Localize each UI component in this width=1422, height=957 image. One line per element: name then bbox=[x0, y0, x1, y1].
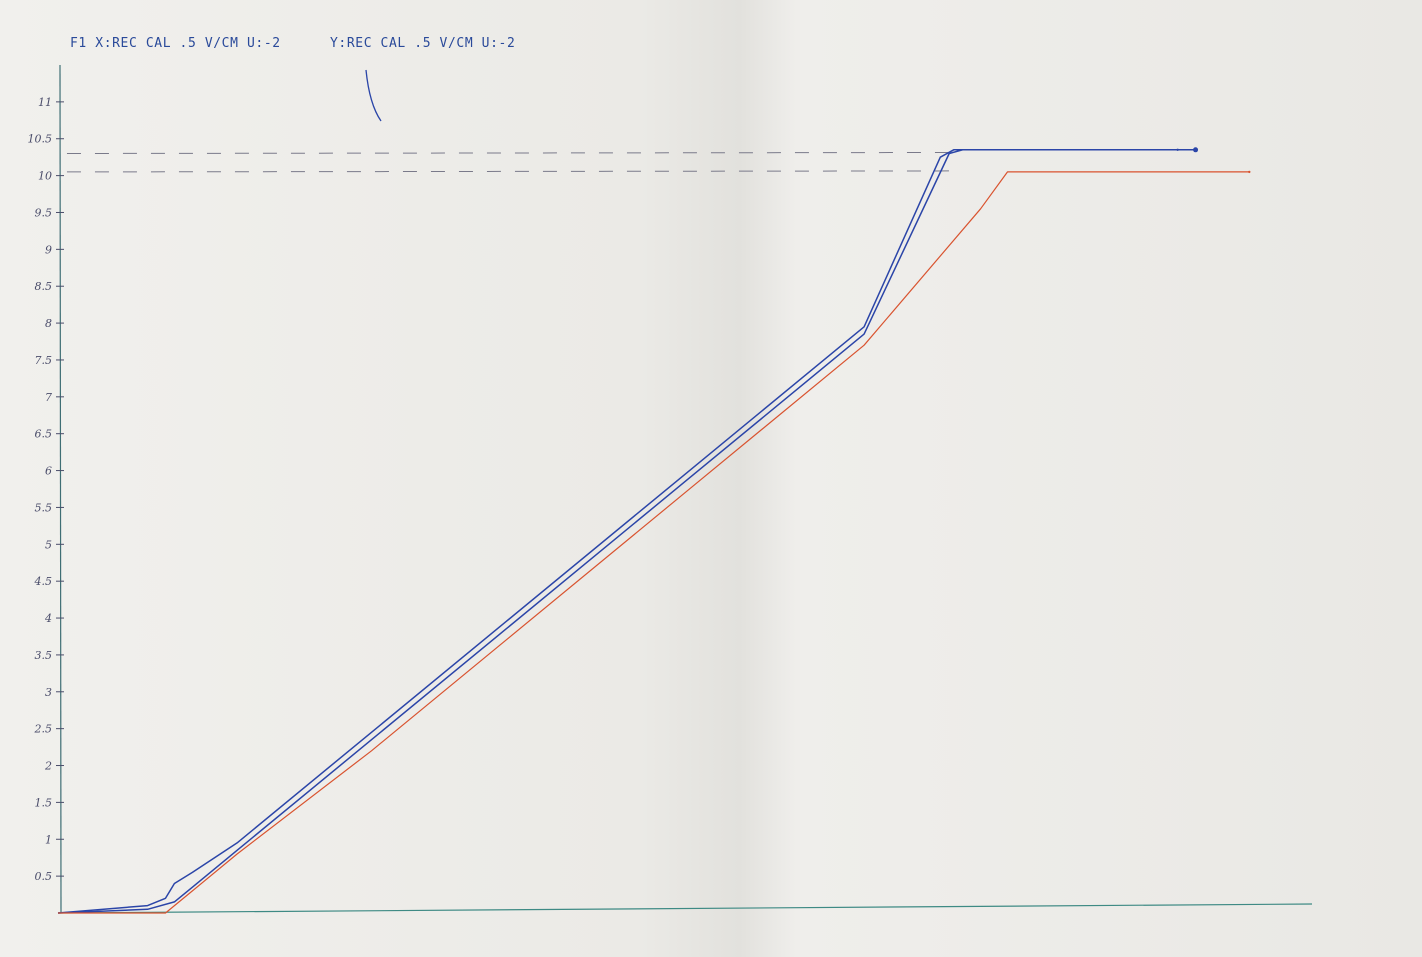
y-tick-label: 2 bbox=[44, 760, 52, 773]
series-end-point bbox=[1193, 147, 1199, 153]
y-tick-label: 7.5 bbox=[35, 354, 53, 367]
y-tick-label: 5.5 bbox=[35, 501, 53, 514]
series-line-2 bbox=[57, 149, 1178, 914]
y-tick-label: 3 bbox=[45, 686, 52, 699]
y-tick-label: 10.5 bbox=[28, 133, 53, 146]
reference-dashed-line bbox=[66, 170, 954, 173]
y-tick-label: 8 bbox=[45, 317, 52, 330]
y-tick-label: 6 bbox=[45, 465, 52, 478]
series-line-3 bbox=[58, 171, 1250, 914]
y-tick-label: 8.5 bbox=[35, 280, 53, 293]
y-tick-label: 9 bbox=[45, 243, 52, 256]
y-tick-label: 11 bbox=[38, 96, 52, 109]
y-tick-label: 0.5 bbox=[35, 870, 53, 883]
y-tick-label: 10 bbox=[38, 170, 52, 183]
y-axis-ticks: 0.5 1 1.5 2 2.5 3 3.5 4 4.5 5 5.5 6 6.5 7 7.5 8 8.5 9 9.5 1… bbox=[28, 96, 64, 883]
series-end-point bbox=[1248, 170, 1251, 174]
y-tick-label: 6.5 bbox=[35, 428, 53, 441]
x-channel-header: F1 X:REC CAL .5 V/CM U:-2 bbox=[70, 36, 281, 51]
y-tick-label: 4.5 bbox=[34, 575, 53, 588]
y-tick-label: 9.5 bbox=[35, 206, 53, 219]
y-channel-header: Y:REC CAL .5 V/CM U:-2 bbox=[330, 36, 515, 51]
y-tick-label: 1.5 bbox=[35, 796, 53, 809]
y-axis-line bbox=[59, 64, 62, 914]
data-series bbox=[57, 147, 1251, 914]
y-tick-label: 4 bbox=[44, 612, 52, 625]
series-end-point bbox=[1176, 148, 1179, 151]
y-tick-label: 2.5 bbox=[34, 723, 53, 736]
y-tick-label: 5 bbox=[45, 538, 52, 551]
series-line-1 bbox=[57, 149, 1196, 914]
y-tick-label: 3.5 bbox=[35, 649, 53, 662]
reference-dashed-line bbox=[66, 151, 954, 154]
pen-mark bbox=[365, 69, 382, 122]
reference-lines bbox=[66, 151, 954, 173]
y-tick-label: 1 bbox=[45, 833, 52, 846]
x-axis-line bbox=[57, 903, 1313, 914]
y-tick-label: 7 bbox=[45, 391, 52, 404]
